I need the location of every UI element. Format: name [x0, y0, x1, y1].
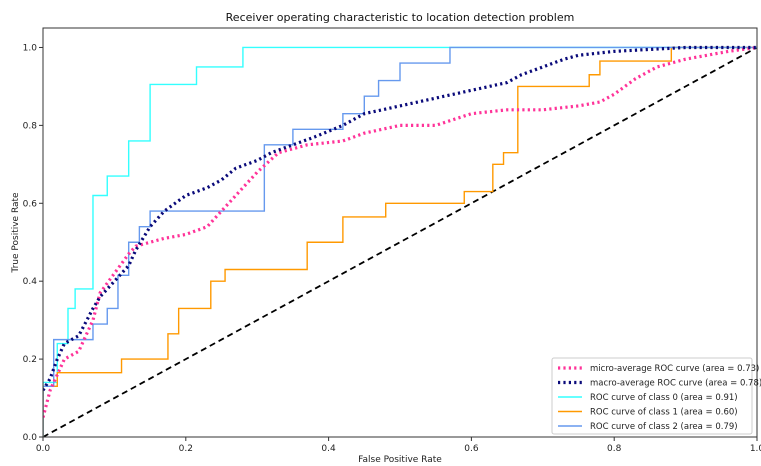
y-tick-label: 0.8 [23, 121, 38, 131]
x-tick-label: 0.2 [179, 444, 193, 454]
class-2-roc-line [43, 46, 757, 437]
y-tick-label: 1.0 [23, 43, 38, 53]
x-tick-label: 0.6 [464, 444, 479, 454]
y-tick-label: 0.6 [23, 199, 38, 209]
chance-reference-line [43, 46, 757, 437]
class-1-roc-line [43, 46, 757, 437]
x-axis-label: False Positive Rate [358, 455, 442, 465]
x-tick-label: 1.0 [750, 444, 761, 454]
x-tick-label: 0.4 [321, 444, 336, 454]
micro-average-roc-line [43, 45, 757, 418]
x-tick-label: 0.0 [36, 444, 51, 454]
legend: micro-average ROC curve (area = 0.73) mac… [551, 357, 761, 435]
y-tick-label: 0.2 [23, 355, 37, 365]
legend-box [551, 357, 753, 435]
legend-entry: ROC curve of class 0 (area = 0.91) [590, 393, 738, 403]
plot-frame [42, 27, 758, 438]
chart-title: Receiver operating characteristic to loc… [226, 11, 575, 24]
legend-entry: ROC curve of class 2 (area = 0.79) [590, 422, 738, 432]
y-tick-label: 0.4 [23, 277, 38, 287]
legend-entry: macro-average ROC curve (area = 0.78) [590, 379, 761, 389]
legend-entry: ROC curve of class 1 (area = 0.60) [590, 408, 738, 418]
legend-entry: micro-average ROC curve (area = 0.73) [590, 364, 759, 374]
y-axis-label: True Positive Rate [11, 192, 21, 274]
class-0-roc-line [43, 46, 757, 437]
x-tick-label: 0.8 [607, 444, 622, 454]
y-tick-label: 0.0 [23, 433, 38, 443]
